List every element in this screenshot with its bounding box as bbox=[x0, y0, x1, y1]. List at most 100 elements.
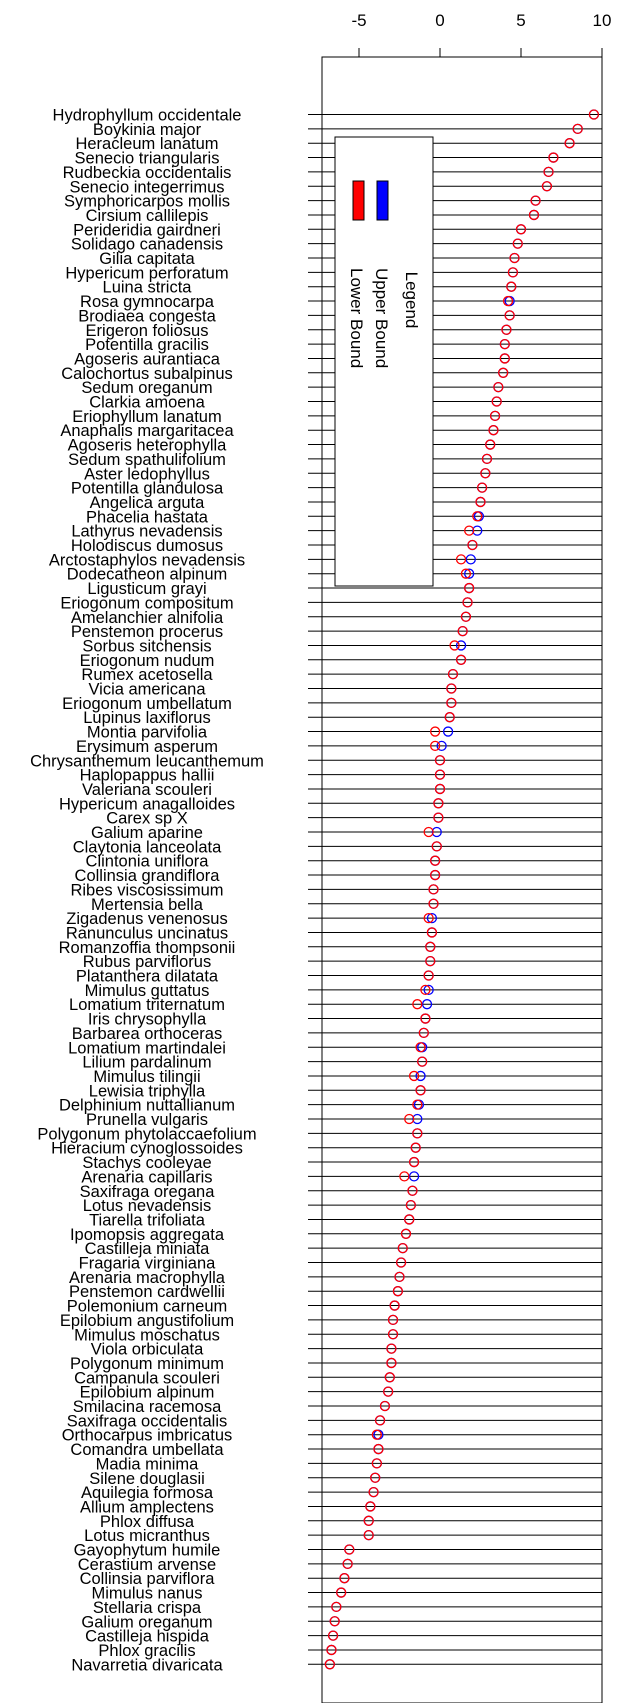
category-label: Arctostaphylos nevadensis bbox=[49, 551, 245, 569]
category-label: Boykinia major bbox=[93, 121, 202, 139]
upper-bound-point bbox=[431, 826, 442, 838]
category-label: Penstemon procerus bbox=[71, 623, 223, 641]
category-label: Polygonum phytolaccaefolium bbox=[37, 1125, 256, 1143]
category-label: Senecio triangularis bbox=[75, 150, 220, 168]
lower-bound-point bbox=[329, 1616, 340, 1627]
category-label: Penstemon cardwellii bbox=[69, 1283, 225, 1301]
lower-bound-point bbox=[499, 338, 510, 350]
category-label: Dodecatheon alpinum bbox=[67, 566, 228, 584]
lower-bound-point bbox=[489, 410, 501, 422]
legend-title: Legend bbox=[402, 272, 421, 329]
lower-bound-point bbox=[434, 783, 446, 795]
category-label: Mertensia bella bbox=[91, 896, 204, 914]
category-label: Gayophytum humile bbox=[74, 1542, 221, 1560]
lower-bound-point bbox=[429, 726, 441, 737]
upper-bound-point bbox=[455, 640, 467, 651]
category-label: Castilleja hispida bbox=[85, 1628, 210, 1646]
lower-bound-point bbox=[404, 1113, 415, 1125]
lower-bound-point bbox=[400, 1228, 412, 1239]
lower-bound-point bbox=[509, 252, 520, 264]
category-label: Luina stricta bbox=[103, 279, 193, 297]
category-label: Calochortus subalpinus bbox=[61, 365, 233, 383]
category-label: Silene douglasii bbox=[89, 1470, 205, 1488]
category-label: Clarkia amoena bbox=[89, 394, 205, 412]
lower-bound-point bbox=[387, 1329, 399, 1340]
category-label: Polemonium carneum bbox=[67, 1298, 228, 1316]
category-label: Lilium pardalinum bbox=[82, 1054, 211, 1072]
lower-bound-point bbox=[326, 1644, 337, 1656]
category-label: Hydrophyllum occidentale bbox=[53, 107, 242, 125]
data-points bbox=[324, 109, 600, 1670]
lower-bound-point bbox=[408, 1070, 420, 1082]
category-label: Hypericum anagalloides bbox=[59, 795, 235, 813]
category-label: Romanzoffia thompsonii bbox=[59, 939, 236, 957]
category-label: Castilleja miniata bbox=[85, 1240, 211, 1258]
lower-bound-point bbox=[415, 1085, 426, 1096]
lower-bound-point bbox=[491, 396, 502, 407]
lower-bound-point bbox=[425, 956, 436, 967]
category-label: Lupinus laxiflorus bbox=[83, 709, 211, 727]
category-label: Ligusticum grayi bbox=[87, 580, 206, 598]
category-label: Saxifraga oregana bbox=[80, 1183, 216, 1201]
category-label: Montia parvifolia bbox=[87, 724, 208, 742]
lower-bound-point bbox=[339, 1573, 350, 1584]
lower-bound-point bbox=[408, 1156, 420, 1168]
category-label: Lomatium martindalei bbox=[68, 1039, 226, 1057]
category-label: Phacelia hastata bbox=[86, 508, 209, 526]
lower-bound-point bbox=[512, 238, 523, 249]
lower-bound-point bbox=[455, 554, 467, 565]
category-label: Sorbus sitchensis bbox=[82, 637, 211, 655]
category-label: Tiarella trifoliata bbox=[89, 1211, 206, 1229]
lower-bound-point bbox=[446, 683, 457, 694]
lower-bound-point bbox=[365, 1501, 376, 1512]
category-label: Holodiscus dumosus bbox=[71, 537, 223, 555]
category-label: Cerastium arvense bbox=[78, 1556, 216, 1574]
category-label: Agoseris heterophylla bbox=[68, 437, 227, 455]
lower-bound-point bbox=[420, 1013, 431, 1024]
lower-bound-point bbox=[342, 1558, 353, 1569]
lower-bound-point bbox=[412, 999, 423, 1010]
lower-bound-point bbox=[506, 281, 517, 292]
category-label: Anaphalis margaritacea bbox=[60, 422, 234, 440]
category-label: Eriophyllum lanatum bbox=[72, 408, 221, 426]
plot-area-frame bbox=[321, 56, 603, 1703]
category-label: Symphoricarpos mollis bbox=[64, 193, 230, 211]
lower-bound-point bbox=[460, 611, 472, 622]
category-label: Lewisia triphylla bbox=[89, 1082, 206, 1100]
category-label: Perideridia gairdneri bbox=[73, 221, 221, 239]
lower-bound-point bbox=[371, 1429, 382, 1440]
category-label: Eriogonum nudum bbox=[80, 652, 215, 670]
category-label: Galium aparine bbox=[91, 824, 203, 842]
lower-bound-point bbox=[371, 1458, 382, 1469]
category-label: Amelanchier alnifolia bbox=[71, 609, 224, 627]
category-label: Vicia americana bbox=[88, 681, 206, 699]
lower-bound-point bbox=[467, 539, 478, 551]
category-label: Rumex acetosella bbox=[81, 666, 213, 684]
category-label: Stellaria crispa bbox=[93, 1599, 202, 1617]
lower-bound-point bbox=[383, 1386, 394, 1397]
category-label: Collinsia parviflora bbox=[80, 1570, 216, 1588]
lower-bound-point bbox=[428, 884, 439, 895]
lower-bound-point bbox=[457, 625, 468, 637]
category-label: Delphinium nuttallianum bbox=[59, 1097, 235, 1115]
lower-bound-point bbox=[572, 123, 583, 135]
x-tick-label: 5 bbox=[516, 11, 525, 30]
category-label: Clintonia uniflora bbox=[86, 853, 210, 871]
upper-bound-point bbox=[421, 999, 433, 1010]
lower-bound-point bbox=[462, 597, 473, 608]
lower-bound-point bbox=[493, 381, 504, 393]
upper-bound-point bbox=[426, 912, 438, 924]
category-label: Aster ledophyllus bbox=[84, 465, 210, 483]
lower-bound-point bbox=[399, 1171, 410, 1182]
lower-bound-point bbox=[507, 267, 519, 278]
lower-bound-point bbox=[564, 138, 575, 149]
category-label: Agoseris aurantiaca bbox=[74, 350, 221, 368]
lower-bound-point bbox=[515, 224, 527, 235]
lower-bound-point bbox=[541, 181, 553, 192]
lower-bound-point bbox=[429, 740, 441, 752]
lower-bound-point bbox=[404, 1214, 415, 1225]
category-label: Potentilla glandulosa bbox=[71, 480, 224, 498]
x-tick-label: 0 bbox=[435, 11, 444, 30]
category-label: Saxifraga occidentalis bbox=[67, 1412, 228, 1430]
lower-bound-point bbox=[336, 1587, 347, 1598]
